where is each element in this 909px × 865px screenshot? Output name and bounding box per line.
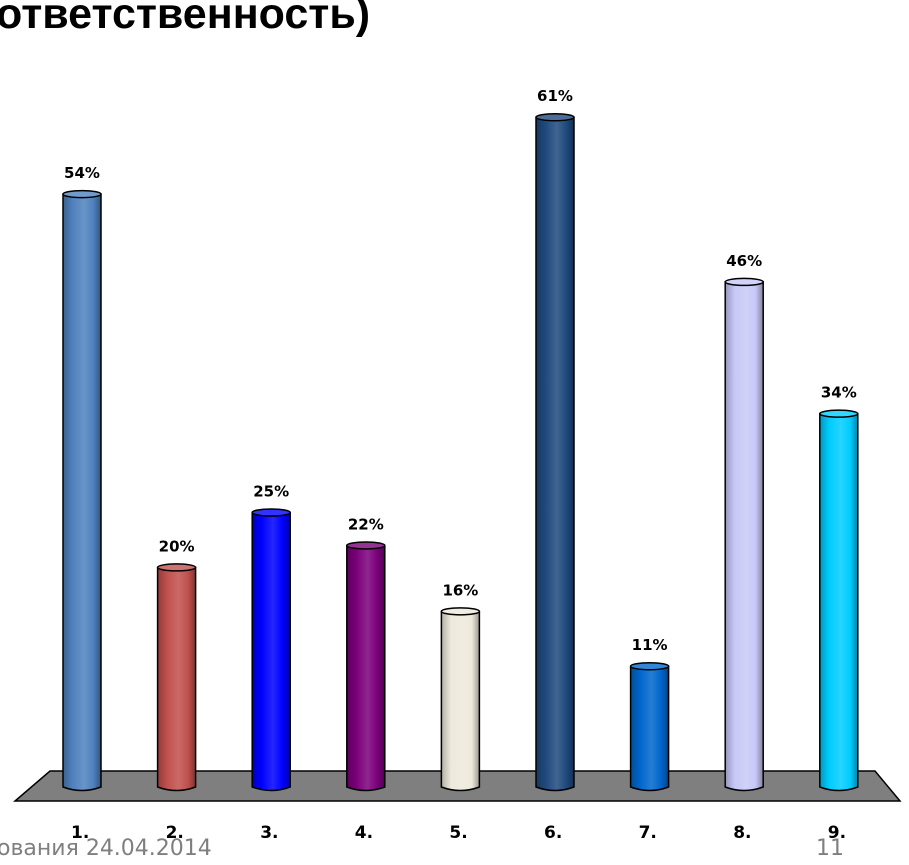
category-label-4: 4. [355, 823, 373, 843]
bar-1 [62, 189, 102, 792]
bar-4 [346, 541, 386, 792]
bar-top-5 [440, 607, 481, 616]
bar-top-7 [629, 661, 670, 671]
data-label-7: 11% [632, 636, 668, 654]
footer-date: ования 24.04.2014 [0, 836, 212, 861]
bar-body-5 [440, 610, 481, 792]
category-label-3: 3. [260, 823, 278, 843]
bar-9 [819, 409, 859, 792]
data-label-5: 16% [442, 581, 478, 599]
bar-body-2 [156, 566, 197, 792]
bar-body-9 [819, 412, 859, 792]
bar-top-4 [346, 541, 386, 550]
category-label-6: 6. [544, 823, 562, 843]
data-label-8: 46% [726, 252, 762, 270]
bar-body-4 [346, 544, 386, 792]
bar-5 [440, 607, 481, 792]
bar-2 [156, 563, 197, 792]
page-number: 11 [816, 836, 844, 861]
bar-body-3 [251, 511, 291, 792]
category-label-2: 2. [166, 823, 184, 843]
bar-top-8 [724, 277, 764, 287]
slide-title: ответственность) [0, 0, 371, 38]
bar-7 [629, 661, 670, 792]
data-label-3: 25% [253, 483, 289, 501]
category-label-7: 7. [639, 823, 657, 843]
category-label-8: 8. [733, 823, 751, 843]
data-label-1: 54% [64, 164, 100, 182]
bar-body-1 [62, 193, 102, 792]
data-label-9: 34% [821, 384, 857, 402]
data-label-2: 20% [159, 537, 195, 555]
bar-body-6 [535, 116, 575, 792]
category-label-9: 9. [828, 823, 846, 843]
bar-3 [251, 508, 291, 792]
data-label-6: 61% [537, 87, 573, 105]
data-label-4: 22% [348, 515, 384, 533]
bar-top-2 [156, 563, 197, 572]
bar-top-9 [819, 409, 859, 418]
bar-6 [535, 112, 575, 792]
category-label-5: 5. [449, 823, 467, 843]
bar-top-1 [62, 189, 102, 199]
bar-top-6 [535, 112, 575, 122]
category-label-1: 1. [71, 823, 89, 843]
bar-top-3 [251, 508, 291, 517]
bar-body-7 [629, 665, 670, 792]
bar-8 [724, 277, 764, 792]
bar-body-8 [724, 281, 764, 792]
